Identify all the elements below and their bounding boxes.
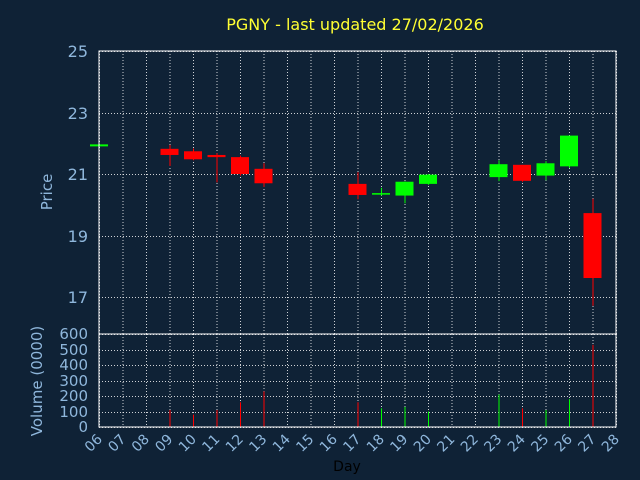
candle-body: [372, 193, 390, 195]
volume-tick-label: 100: [59, 403, 88, 421]
price-y-ticks: 17 19 21 23 25: [68, 42, 88, 307]
volume-plot-frame: [98, 333, 617, 428]
candle-body: [489, 164, 508, 178]
volume-bars: [169, 344, 594, 427]
candle-body: [419, 174, 437, 184]
volume-tick-label: 200: [59, 387, 88, 405]
price-axis-label: Price: [38, 174, 56, 211]
volume-tick-label: 500: [59, 341, 88, 359]
price-tick-label: 23: [68, 104, 88, 123]
candle-body: [348, 183, 367, 195]
volume-tick-label: 300: [59, 372, 88, 390]
volume-axis-label: Volume (0000): [28, 326, 46, 436]
candle-body: [254, 168, 273, 184]
x-ticks: 06 07 08 09 10 11 12 13 14 15 16 17 18 19 20 21 22 23 24 25…: [82, 431, 623, 455]
candle-body: [231, 157, 249, 175]
candle-body: [207, 154, 226, 158]
candles: [90, 135, 602, 306]
candle-body: [395, 181, 414, 196]
chart-title: PGNY - last updated 27/02/2026: [226, 15, 484, 34]
candle-body: [536, 163, 555, 176]
price-tick-label: 21: [68, 165, 88, 184]
candle-body: [560, 135, 578, 167]
candle-body: [513, 164, 531, 181]
candle-body: [583, 213, 602, 279]
candle-body: [184, 151, 202, 160]
price-tick-label: 17: [68, 288, 88, 307]
volume-tick-label: 400: [59, 356, 88, 374]
volume-tick-label: 600: [59, 325, 88, 343]
volume-tick-label: 0: [78, 418, 88, 436]
candle-body: [160, 148, 179, 155]
x-axis-label: Day: [333, 459, 361, 475]
price-tick-label: 25: [68, 42, 88, 61]
price-tick-label: 19: [68, 227, 88, 246]
